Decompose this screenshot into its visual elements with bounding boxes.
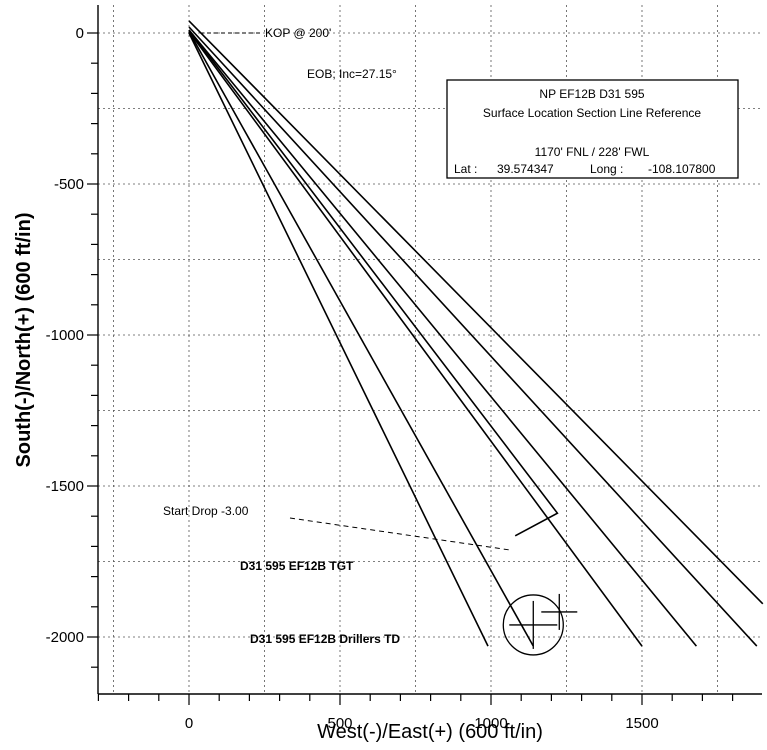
axis-ticks — [87, 32, 734, 705]
surface-location-info-box: NP EF12B D31 595 Surface Location Sectio… — [446, 79, 739, 179]
well-plan-line-7 — [188, 32, 489, 647]
annotation-drillers-td: D31 595 EF12B Drillers TD — [250, 632, 400, 646]
annotation-eob: EOB; Inc=27.15° — [307, 67, 397, 81]
y-axis-title: South(-)/North(+) (600 ft/in) — [13, 213, 35, 468]
info-box-reference: Surface Location Section Line Reference — [483, 106, 701, 120]
y-tick-label: -2000 — [46, 629, 84, 646]
annotation-kop: KOP @ 200' — [265, 26, 331, 40]
well-plan-line-1 — [188, 20, 764, 605]
target-circle — [502, 594, 564, 656]
well-plan-line-3 — [188, 29, 559, 537]
annotation-target: D31 595 EF12B TGT — [240, 559, 354, 573]
annotation-start-drop: Start Drop -3.00 — [163, 504, 249, 518]
y-tick-label: 0 — [76, 25, 84, 42]
x-tick-label: 500 — [327, 715, 352, 732]
target-marker — [502, 593, 578, 656]
info-box-long-value: -108.107800 — [648, 162, 716, 176]
well-plan-line-5 — [188, 31, 643, 647]
x-tick-label: 1500 — [625, 715, 658, 732]
well-plan-lines — [188, 20, 764, 647]
info-box-section-lines: 1170' FNL / 228' FWL — [535, 145, 650, 159]
info-box-lat-value: 39.574347 — [497, 162, 554, 176]
well-plan-line-2 — [188, 26, 758, 647]
y-tick-label: -500 — [54, 176, 84, 193]
x-tick-label: 0 — [185, 715, 193, 732]
info-box-lat-label: Lat : — [454, 162, 477, 176]
axis-tick-labels: 0 500 1000 1500 0 -500 -1000 -1500 -2000 — [46, 25, 659, 732]
info-box-well-name: NP EF12B D31 595 — [539, 87, 645, 101]
info-box-long-label: Long : — [590, 162, 623, 176]
info-box-frame — [446, 79, 739, 179]
well-plan-line-6 — [188, 31, 534, 647]
x-tick-label: 1000 — [474, 715, 507, 732]
y-tick-label: -1000 — [46, 327, 84, 344]
x-axis-title: West(-)/East(+) (600 ft/in) — [317, 721, 543, 743]
start-drop-leader-line — [289, 517, 511, 551]
y-tick-label: -1500 — [46, 478, 84, 495]
well-plan-line-4 — [188, 29, 698, 647]
